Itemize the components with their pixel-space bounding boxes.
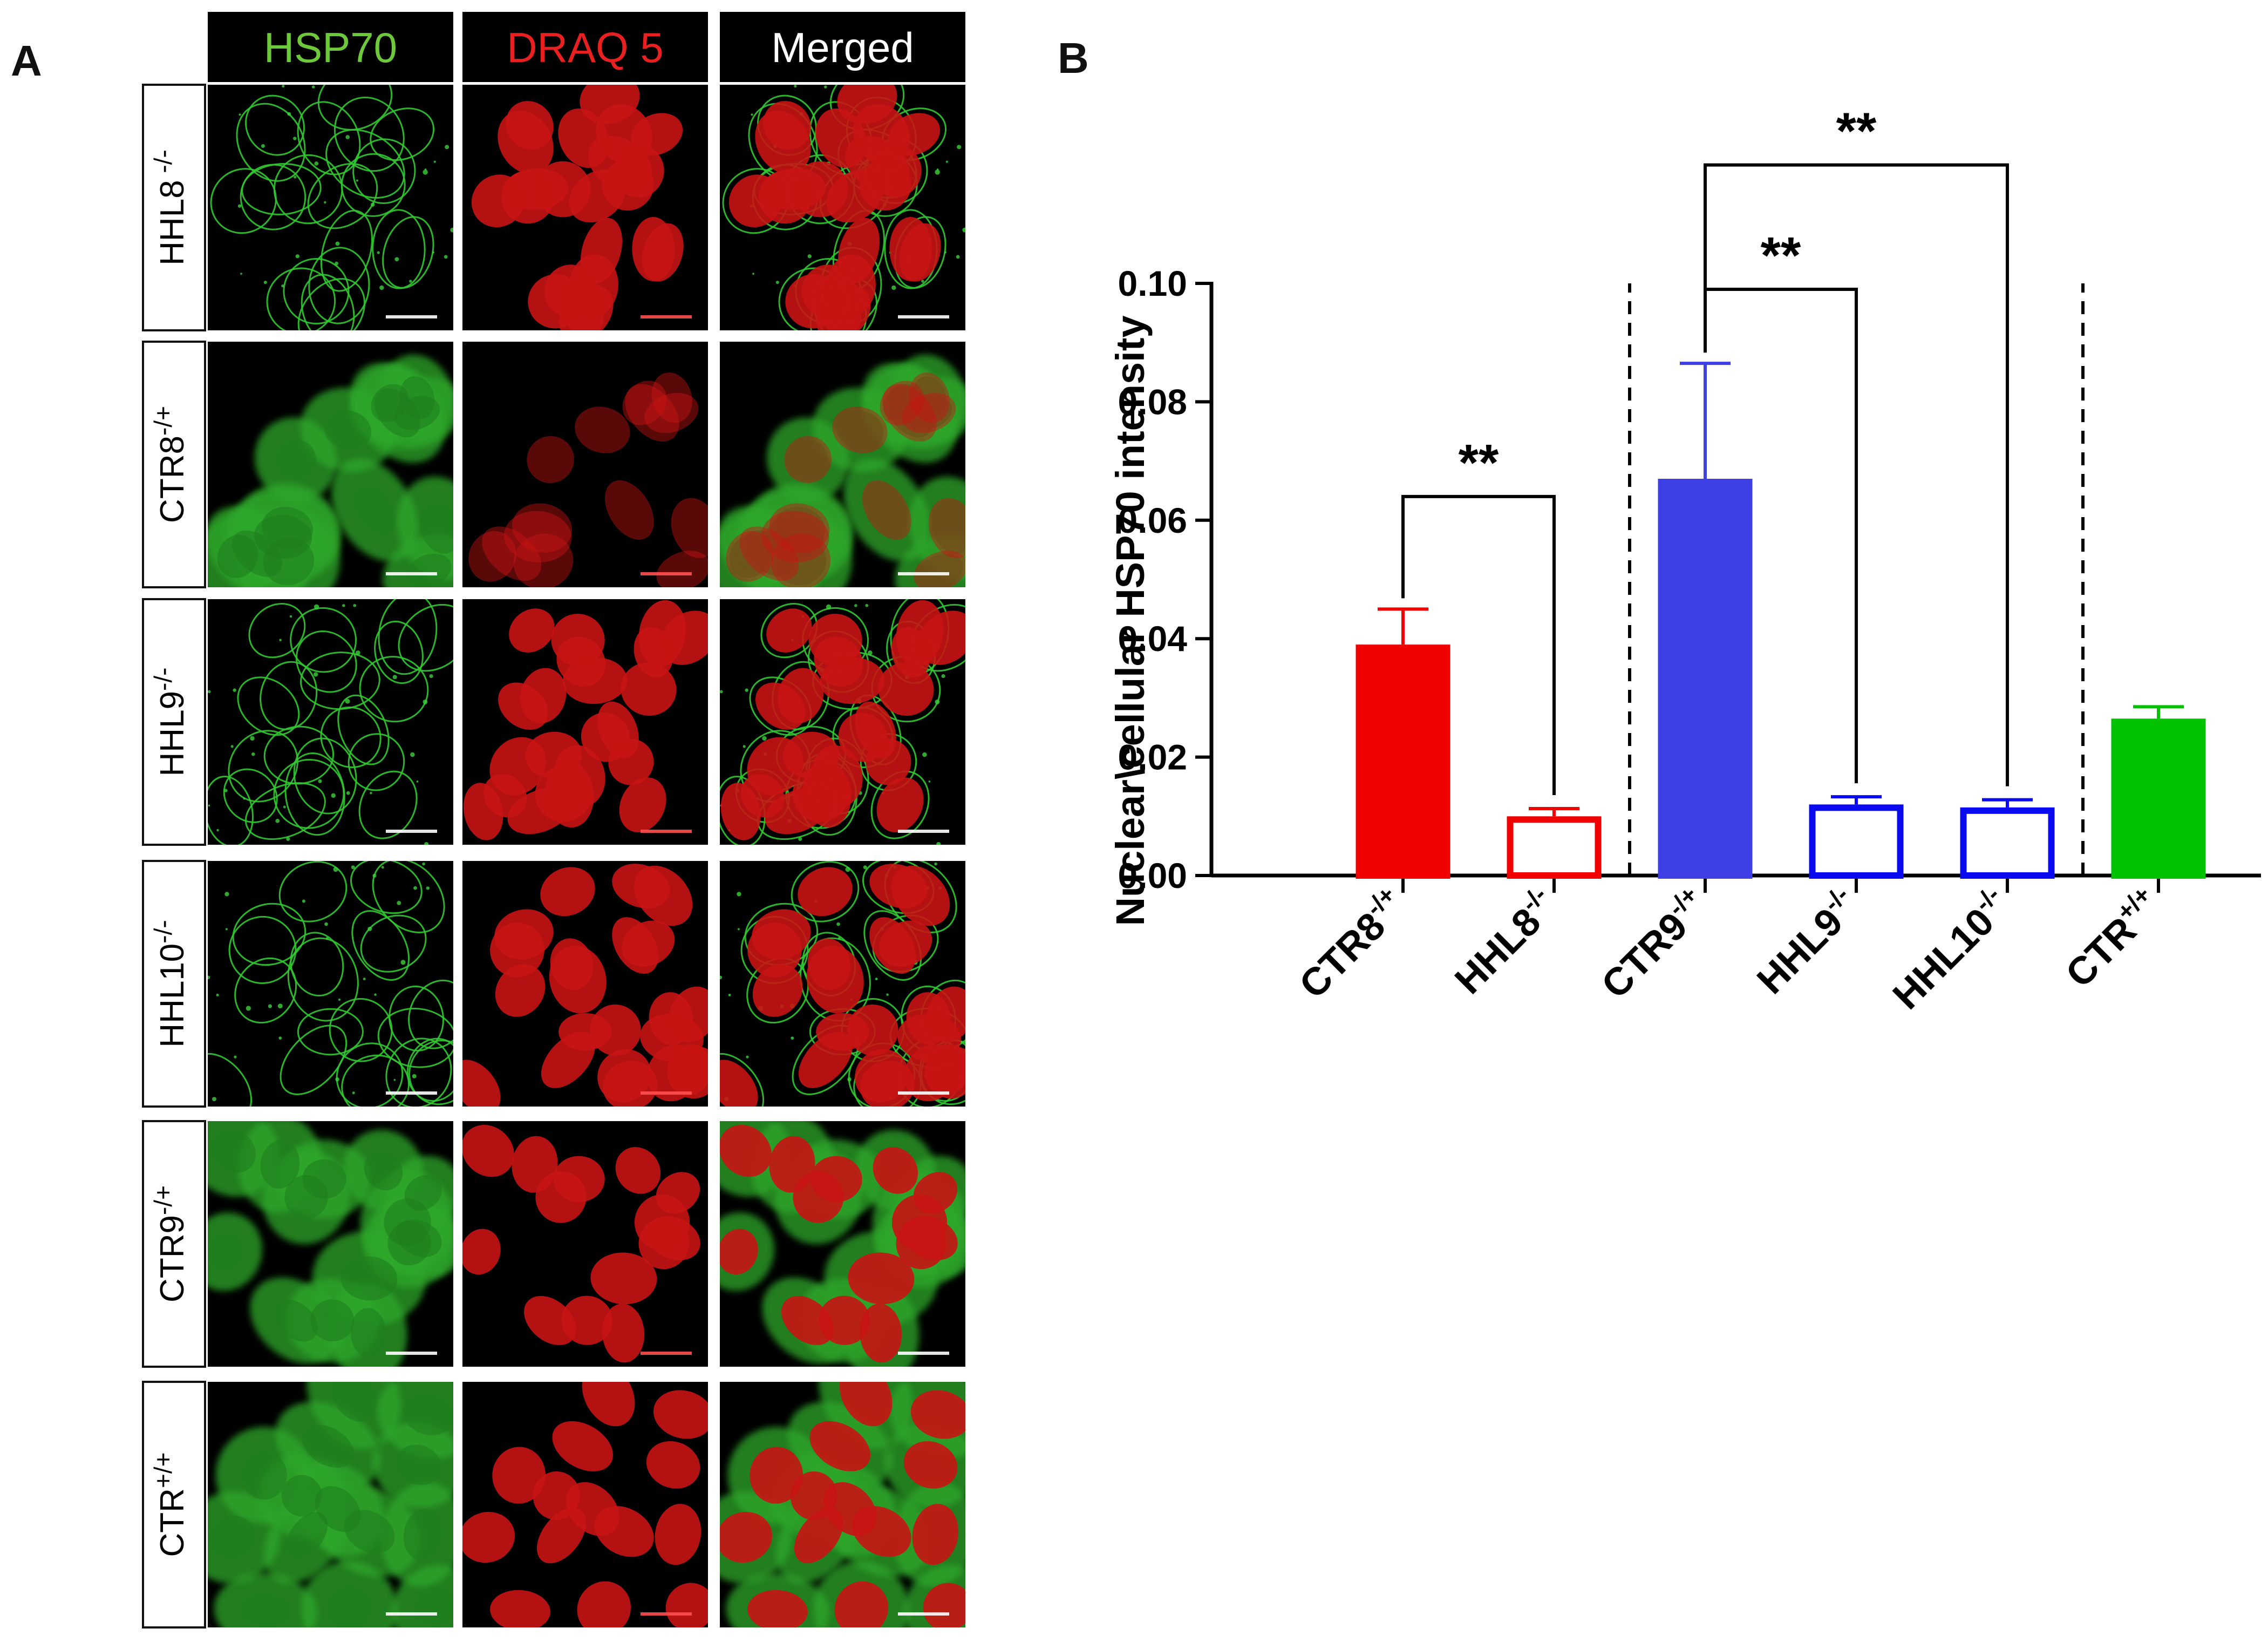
micrograph-4-2 (720, 1121, 965, 1367)
row-label-0: HHL8 -/- (142, 84, 206, 331)
significance-bracket-2: ** (1704, 103, 2009, 786)
x-category-label-2: CTR9-/+ (1590, 880, 1717, 1007)
micrograph-3-2 (720, 861, 965, 1107)
micrograph-0-0 (208, 85, 453, 330)
significance-label: ** (1836, 103, 1877, 160)
row-label-1: CTR8-/+ (142, 341, 206, 588)
x-category-labels: CTR8-/+ HHL8-/-CTR9-/+ HHL9-/-HHL10-/- CTR+… (1288, 880, 2170, 1017)
micrograph-3-1 (462, 861, 708, 1107)
column-header-1: DRAQ 5 (507, 24, 663, 71)
micrograph-1-0 (208, 342, 453, 587)
row-label-5: CTR+/+ (142, 1381, 206, 1629)
column-header-bg (462, 12, 708, 82)
bar-rect (1960, 807, 2055, 879)
significance-bracket-0: ** (1401, 434, 1556, 796)
bar-rect (1658, 479, 1753, 879)
chart-bars (1356, 362, 2206, 879)
bar-2 (1658, 362, 1753, 879)
significance-label: ** (1761, 227, 1801, 284)
bar-1 (1507, 807, 1602, 879)
y-tick-label: 0.08 (1118, 382, 1187, 422)
bar-rect (1356, 644, 1450, 879)
column-header-bg (208, 12, 453, 82)
micrograph-0-1 (462, 85, 708, 330)
y-tick-label: 0.02 (1118, 737, 1187, 777)
panel-a-micrographs: A HSP70 DRAQ 5 Merged HHL8 -/- CTR8-/+ HHL9-… (11, 12, 965, 1629)
column-header-2: Merged (771, 24, 914, 71)
row-label-text: HHL8 -/- (149, 150, 191, 266)
panel-b-bar-chart: B Nuclear\cellular HSP70 intensity 0.000… (1058, 34, 2261, 1017)
micrograph-1-1 (462, 342, 708, 587)
micrograph-grid: HHL8 -/- CTR8-/+ HHL9-/- HHL10-/- CTR9-/+ CTR… (142, 84, 965, 1629)
bar-4 (1960, 798, 2055, 879)
column-header-0: HSP70 (264, 24, 397, 71)
row-label-text: CTR+/+ (149, 1453, 191, 1557)
micrograph-2-1 (462, 599, 708, 845)
row-label-text: CTR8-/+ (149, 406, 191, 523)
row-label-text: HHL10-/- (149, 920, 191, 1047)
y-axis-title: Nuclear\cellular HSP70 intensity (1108, 315, 1153, 926)
panel-b-letter: B (1058, 34, 1089, 82)
bar-rect (2111, 718, 2206, 879)
x-category-label-3: HHL9-/- (1746, 880, 1868, 1002)
x-category-label-5: CTR+/+ (2054, 880, 2170, 996)
x-category-label-1: HHL8-/- (1443, 880, 1565, 1002)
x-category-label-4: HHL10-/- (1882, 880, 2019, 1017)
chart-axes: 0.00 0.02 0.04 0.06 0.08 0.10 (1118, 263, 2261, 895)
bar-5 (2111, 705, 2206, 879)
micrograph-5-0 (208, 1382, 453, 1627)
micrograph-4-0 (208, 1121, 453, 1367)
row-label-text: HHL9-/- (149, 668, 191, 777)
micrograph-5-2 (720, 1382, 965, 1627)
y-tick-label: 0.04 (1118, 619, 1188, 659)
significance-label: ** (1459, 434, 1499, 492)
bar-rect (1507, 816, 1602, 879)
row-label-4: CTR9-/+ (142, 1120, 206, 1368)
x-category-label-0: CTR8-/+ (1288, 880, 1414, 1007)
panel-a-letter: A (11, 37, 42, 85)
micrograph-2-0 (208, 599, 453, 845)
bar-3 (1809, 795, 1904, 879)
micrograph-4-1 (462, 1121, 708, 1367)
column-header-bg (720, 12, 965, 82)
micrograph-2-2 (720, 599, 965, 845)
y-tick-label: 0.00 (1118, 856, 1187, 895)
row-label-text: CTR9-/+ (149, 1185, 191, 1302)
column-headers: HSP70 DRAQ 5 Merged (208, 12, 965, 82)
row-label-3: HHL10-/- (142, 860, 206, 1108)
bar-rect (1809, 804, 1904, 879)
significance-brackets: ** ** ** (1401, 103, 2009, 796)
micrograph-1-2 (720, 342, 965, 587)
micrograph-0-2 (720, 85, 965, 330)
micrograph-5-1 (462, 1382, 708, 1627)
y-tick-label: 0.10 (1118, 263, 1187, 303)
row-label-2: HHL9-/- (142, 598, 206, 846)
y-tick-label: 0.06 (1118, 500, 1187, 540)
bar-0 (1356, 607, 1450, 879)
micrograph-3-0 (208, 861, 453, 1107)
